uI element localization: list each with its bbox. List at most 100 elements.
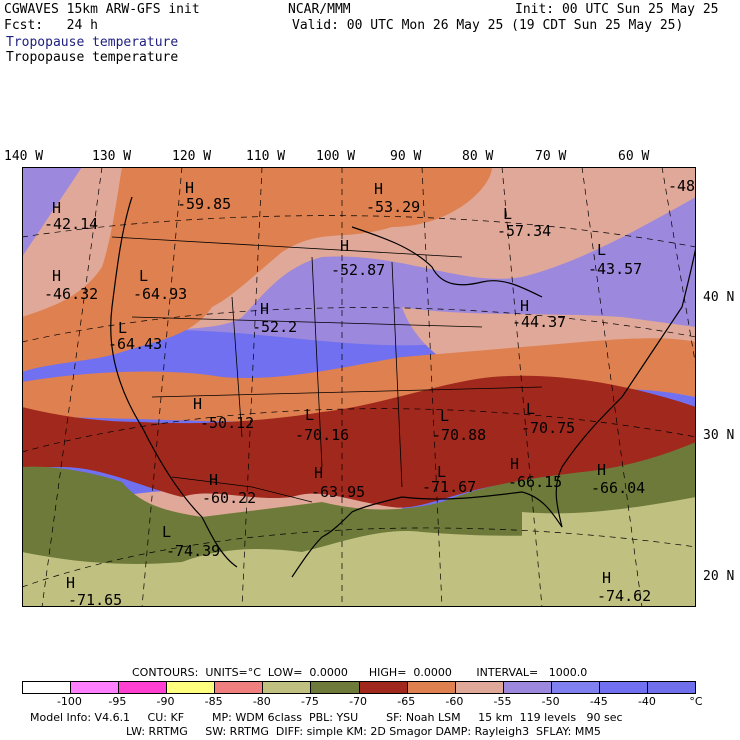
lon-label-60w: 60 W bbox=[618, 149, 650, 164]
gulf-florida-east bbox=[401, 396, 623, 528]
center-value: -53.29 bbox=[366, 198, 420, 216]
legend-tick-label: -45 bbox=[589, 695, 608, 708]
legend-tick-label: -90 bbox=[156, 695, 175, 708]
center-value: -70.75 bbox=[521, 419, 575, 437]
center-value: -50.12 bbox=[200, 414, 254, 432]
center-value: -71.65 bbox=[68, 591, 122, 607]
legend-swatch bbox=[599, 682, 649, 693]
map-frame bbox=[22, 167, 696, 607]
center-value: -42.14 bbox=[44, 215, 98, 233]
lat-label-20n: 20 N bbox=[703, 569, 735, 584]
center-value: -46.32 bbox=[44, 285, 98, 303]
center-type: L bbox=[139, 267, 148, 285]
legend-tick-label: -55 bbox=[493, 695, 512, 708]
legend-swatch bbox=[23, 682, 72, 693]
legend-swatch bbox=[119, 682, 168, 693]
center-value: -52.87 bbox=[331, 261, 385, 279]
center-value: -70.88 bbox=[432, 426, 486, 444]
center-value: -64.93 bbox=[133, 285, 187, 303]
lon-label-120w: 120 W bbox=[172, 149, 212, 164]
center-value: -64.43 bbox=[108, 335, 162, 353]
model-info-line1: Model Info: V4.6.1 CU: KF MP: WDM 6class… bbox=[30, 711, 623, 724]
legend-tick-label: -50 bbox=[541, 695, 560, 708]
lat-label-30n: 30 N bbox=[703, 428, 735, 443]
grid-lon-110 bbox=[241, 167, 263, 607]
lat-label-40n: 40 N bbox=[703, 290, 735, 305]
band-minus75-east bbox=[522, 497, 696, 539]
center-type: -48 bbox=[668, 177, 695, 195]
grid-lat-50 bbox=[22, 215, 696, 248]
valid-time: Valid: 00 UTC Mon 26 May 25 (19 CDT Sun … bbox=[292, 18, 684, 33]
center-value: -74.39 bbox=[166, 542, 220, 560]
lat-lon-grid bbox=[22, 167, 696, 607]
state-line-b bbox=[311, 256, 323, 468]
grid-lon-130 bbox=[41, 167, 103, 607]
grid-lat-30 bbox=[22, 408, 696, 453]
center-type: L bbox=[437, 463, 446, 481]
center-value: -70.16 bbox=[295, 426, 349, 444]
us-canada-border bbox=[111, 236, 463, 258]
center-type: H bbox=[52, 267, 61, 285]
center-type: L bbox=[162, 523, 171, 541]
center-type: H bbox=[340, 237, 349, 255]
legend-tick-label: -100 bbox=[56, 695, 82, 708]
center-value: -63.95 bbox=[311, 483, 365, 501]
great-lakes bbox=[351, 226, 543, 298]
legend-swatch bbox=[407, 682, 456, 693]
legend-tick-label: -40 bbox=[637, 695, 656, 708]
center-type: H bbox=[260, 300, 269, 318]
lon-label-90w: 90 W bbox=[390, 149, 422, 164]
legend-tick-label: -95 bbox=[108, 695, 127, 708]
center-type: H bbox=[314, 464, 323, 482]
state-line-d bbox=[131, 316, 483, 328]
pressure-centers: H -42.14 H -59.85 H -53.29 L -57.34 -48 … bbox=[44, 177, 695, 607]
center-type: L bbox=[526, 400, 535, 418]
center-value: -44.37 bbox=[512, 313, 566, 331]
grid-lat-40 bbox=[22, 307, 696, 343]
legend-tick-label: -65 bbox=[397, 695, 416, 708]
band-minus60-mid bbox=[22, 338, 696, 422]
lon-label-130w: 130 W bbox=[92, 149, 132, 164]
center-type: H bbox=[66, 574, 75, 592]
center-value: -43.57 bbox=[588, 260, 642, 278]
legend-swatch bbox=[551, 682, 600, 693]
center-type: L bbox=[597, 241, 606, 259]
center-value: -52.2 bbox=[252, 318, 297, 336]
center-value: -66.04 bbox=[591, 479, 645, 497]
state-line-e bbox=[151, 386, 543, 398]
legend-tick-label: -80 bbox=[252, 695, 271, 708]
center-type: L bbox=[503, 205, 512, 223]
field-title-blue: Tropopause temperature bbox=[6, 35, 179, 50]
legend-swatch bbox=[263, 682, 312, 693]
state-line-c bbox=[391, 261, 403, 488]
lon-label-70w: 70 W bbox=[535, 149, 567, 164]
grid-lon-120 bbox=[141, 167, 183, 607]
center-type: H bbox=[520, 297, 529, 315]
field-title: Tropopause temperature bbox=[6, 50, 179, 65]
center-type: H bbox=[193, 395, 202, 413]
lon-label-110w: 110 W bbox=[246, 149, 286, 164]
grid-lon-80 bbox=[501, 167, 543, 607]
center-value: -66.15 bbox=[508, 473, 562, 491]
state-line-a bbox=[231, 296, 243, 438]
gulf-coast-west bbox=[291, 496, 403, 578]
grid-lon-70 bbox=[581, 167, 643, 607]
legend-swatch bbox=[71, 682, 120, 693]
color-legend-bar bbox=[22, 681, 696, 694]
coastlines bbox=[110, 196, 696, 578]
lon-label-80w: 80 W bbox=[462, 149, 494, 164]
legend-swatch bbox=[455, 682, 504, 693]
center-type: L bbox=[118, 319, 127, 337]
legend-swatch bbox=[215, 682, 264, 693]
center-value: -74.62 bbox=[597, 587, 651, 605]
west-coast bbox=[110, 196, 238, 568]
lon-label-140w: 140 W bbox=[4, 149, 44, 164]
center-type: L bbox=[440, 407, 449, 425]
legend-swatch bbox=[311, 682, 360, 693]
center-value: -71.67 bbox=[422, 478, 476, 496]
grid-lon-60 bbox=[661, 167, 696, 368]
grid-lon-90 bbox=[421, 167, 443, 607]
grid-lat-20 bbox=[22, 527, 696, 588]
center-type: H bbox=[597, 461, 606, 479]
tropopause-temperature-map: H -42.14 H -59.85 H -53.29 L -57.34 -48 … bbox=[22, 167, 696, 607]
